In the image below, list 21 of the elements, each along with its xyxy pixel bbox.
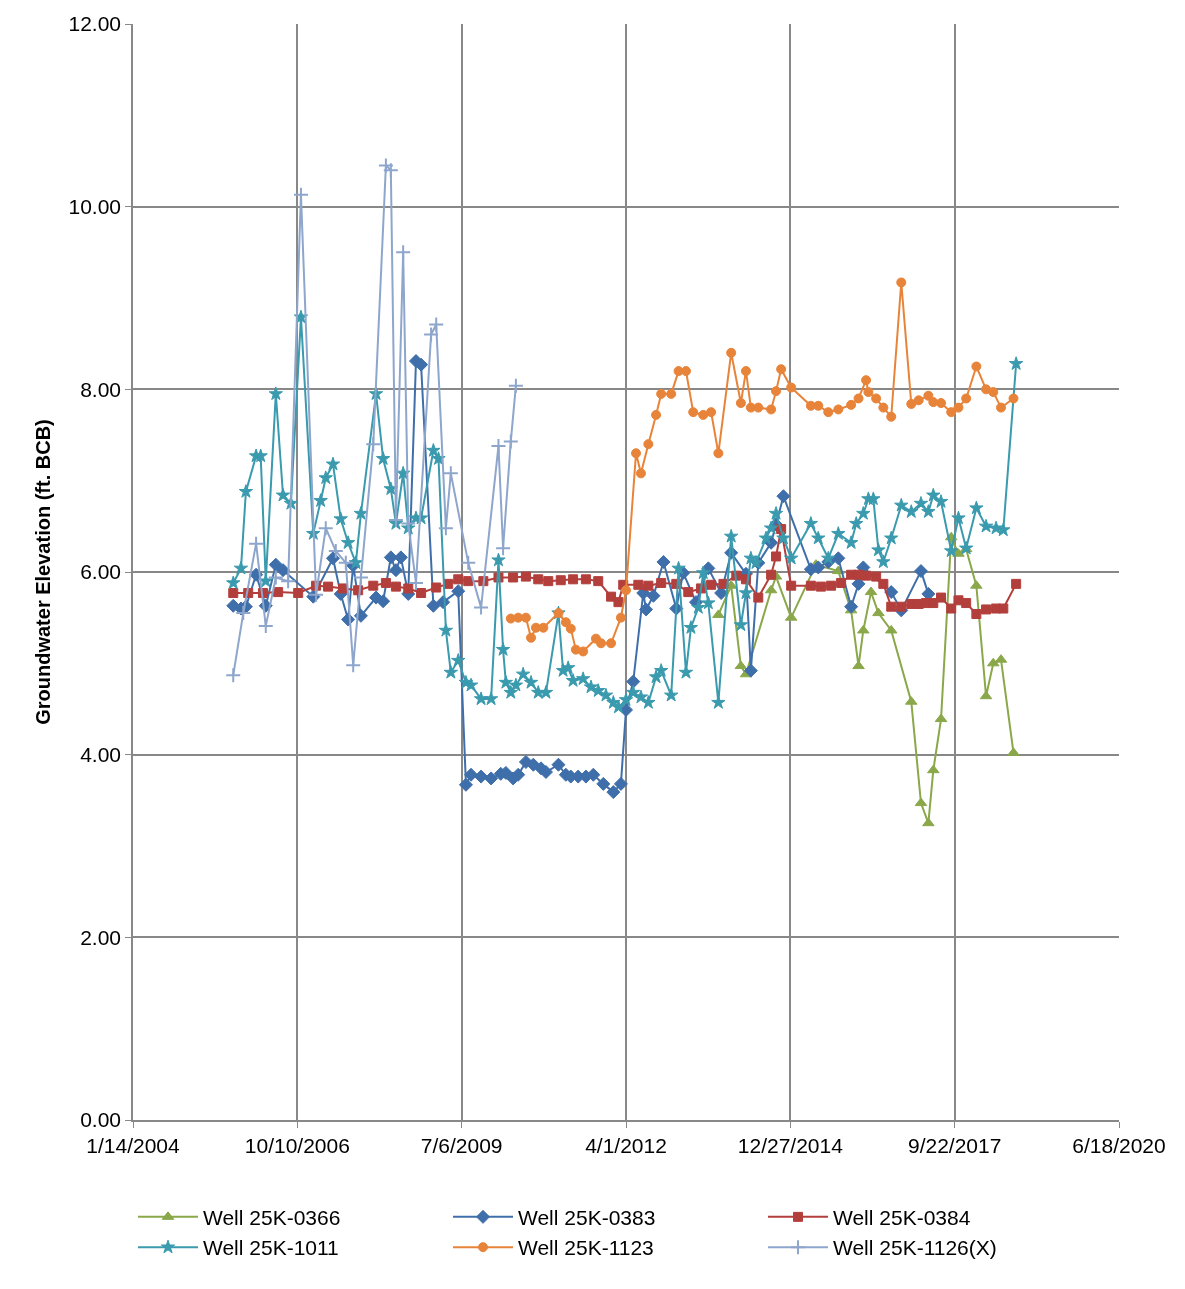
x-tick-label: 4/1/2012 <box>585 1133 667 1157</box>
y-tick-label: 6.00 <box>80 560 122 584</box>
y-tick-label: 8.00 <box>80 377 122 401</box>
y-tick-label: 10.00 <box>68 195 122 219</box>
x-tick-label: 9/22/2017 <box>907 1133 1002 1157</box>
x-tick-label: 7/6/2009 <box>420 1133 503 1157</box>
legend-label: Well 25K-1126(X) <box>833 1236 997 1260</box>
legend-label: Well 25K-0366 <box>203 1206 341 1230</box>
y-tick-label: 2.00 <box>80 925 122 949</box>
y-tick-label: 12.00 <box>68 12 122 36</box>
legend-label: Well 25K-1123 <box>518 1236 654 1260</box>
x-tick-label: 1/14/2004 <box>86 1133 181 1157</box>
legend-label: Well 25K-1011 <box>203 1236 339 1260</box>
y-tick-label: 0.00 <box>80 1108 122 1132</box>
y-axis-title: Groundwater Elevation (ft. BCB) <box>32 419 55 725</box>
x-tick-label: 6/18/2020 <box>1072 1133 1166 1157</box>
legend-label: Well 25K-0384 <box>833 1206 971 1230</box>
x-tick-label: 10/10/2006 <box>244 1133 350 1157</box>
y-tick-label: 4.00 <box>80 743 122 767</box>
x-tick-label: 12/27/2014 <box>737 1133 844 1157</box>
legend-label: Well 25K-0383 <box>518 1206 656 1230</box>
